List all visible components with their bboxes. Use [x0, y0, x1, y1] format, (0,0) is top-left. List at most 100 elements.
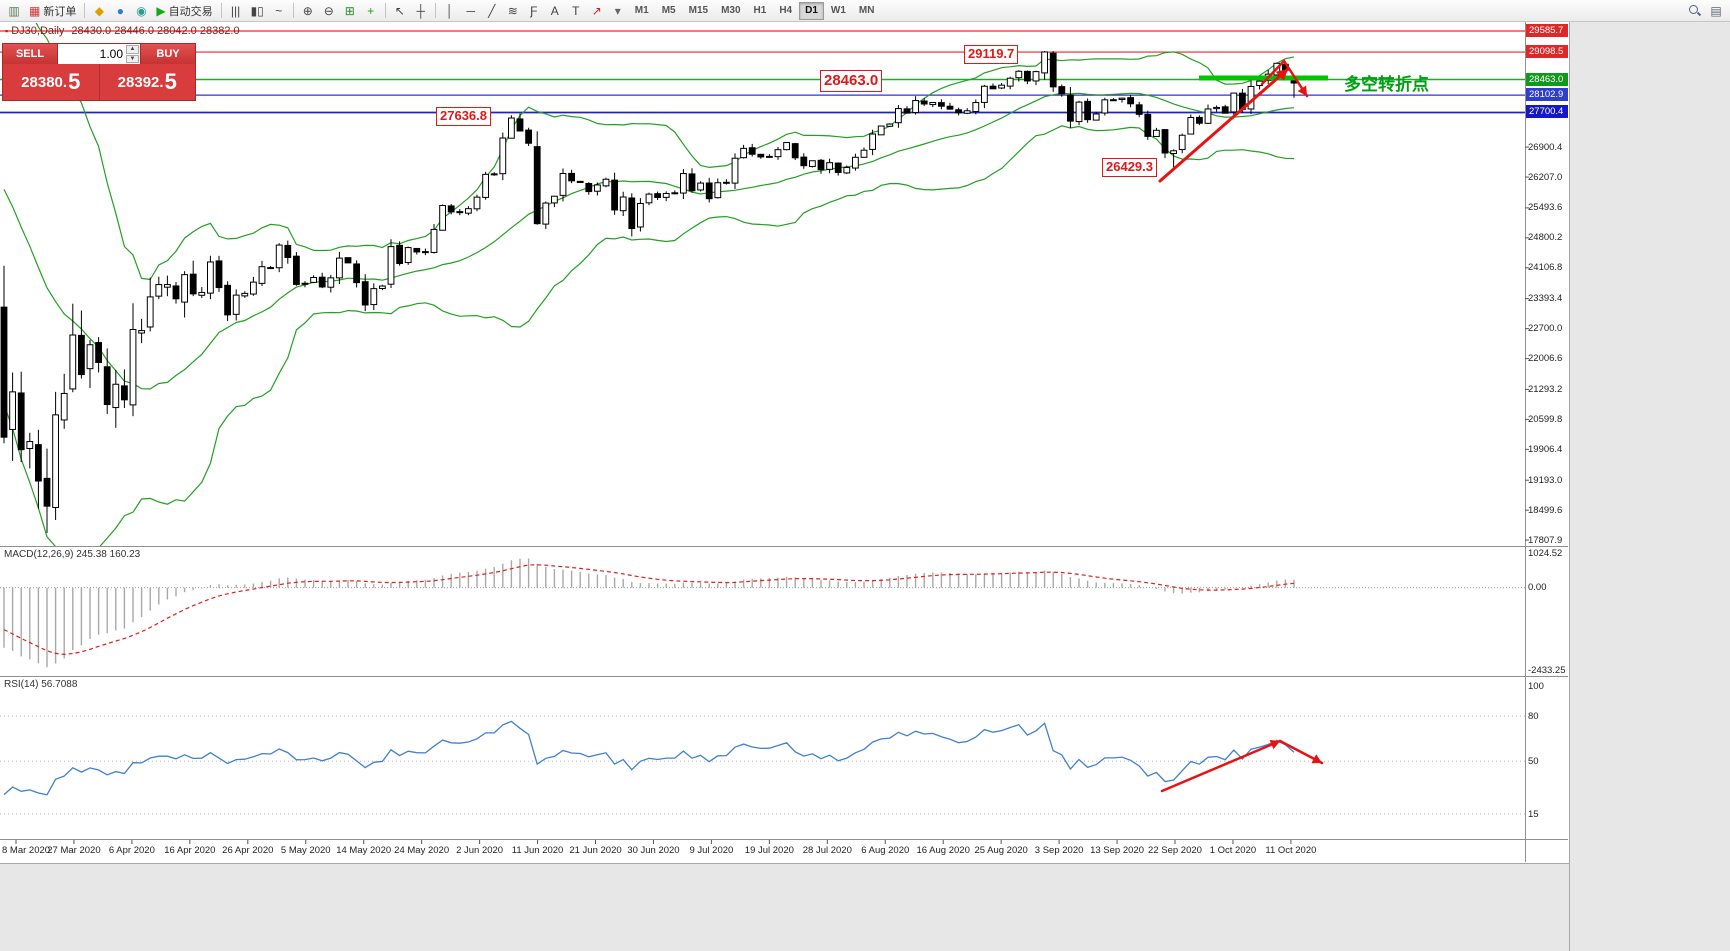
shapes-icon[interactable]: ↗ [591, 3, 602, 18]
macd-indicator-label: MACD(12,26,9) 245.38 160.23 [4, 549, 141, 560]
price-axis-label: 26207.0 [1528, 171, 1563, 183]
time-axis-label: 19 Jul 2020 [744, 845, 794, 856]
vertical-line-icon[interactable]: │ [446, 3, 454, 18]
price-axis-tag: 28102.9 [1526, 88, 1568, 102]
time-axis-label: 14 May 2020 [336, 845, 392, 856]
channel-icon[interactable]: ≋ [507, 3, 518, 18]
price-axis-tag: 27700.4 [1526, 105, 1568, 119]
time-axis-label: 16 Apr 2020 [164, 845, 216, 856]
price-axis[interactable]: 26900.4 26207.0 25493.6 24800.2 24106.8 23393… [1526, 0, 1568, 951]
zoom-in-icon[interactable]: ⊕ [302, 3, 313, 18]
volume-spinner[interactable]: ▲ ▼ [126, 45, 139, 63]
crosshair-icon[interactable]: ┼ [416, 3, 426, 18]
time-axis-label: 11 Jun 2020 [511, 845, 564, 856]
horizontal-line-icon[interactable]: ─ [466, 3, 476, 18]
price-axis-tag: 29098.5 [1526, 45, 1568, 59]
timeframe-button-H4[interactable]: H4 [779, 5, 793, 16]
time-axis-label: 11 Oct 2020 [1265, 845, 1317, 856]
market-icon[interactable]: ◆ [94, 3, 104, 18]
sell-button[interactable]: SELL [3, 44, 57, 64]
timeframe-button-W1[interactable]: W1 [830, 5, 846, 16]
time-axis-label: 3 Sep 2020 [1034, 845, 1084, 856]
time-axis-label: 16 Aug 2020 [916, 845, 970, 856]
timeframe-button-H1[interactable]: H1 [753, 5, 767, 16]
indicators-icon[interactable]: + [367, 3, 375, 18]
time-axis-label: 22 Sep 2020 [1148, 845, 1202, 856]
volume-down-icon[interactable]: ▼ [126, 54, 139, 63]
price-axis-label: 22700.0 [1528, 323, 1563, 335]
price-axis-label: 23393.4 [1528, 293, 1563, 305]
price-axis-label: 21293.2 [1528, 383, 1563, 395]
one-click-trading-panel: SELL 1.00 ▲ ▼ BUY 28380. 5 28392. 5 [2, 43, 196, 101]
time-axis-label: 6 Apr 2020 [108, 845, 155, 856]
price-axis-tag: 28463.0 [1526, 72, 1568, 86]
line-chart-icon[interactable]: ~ [275, 3, 283, 18]
autotrading-button[interactable]: ▶ 自动交易 [156, 3, 213, 18]
candlestick-chart-icon[interactable]: ▮▯ [250, 3, 264, 18]
time-axis-label: 27 Mar 2020 [47, 845, 101, 856]
volume-input[interactable]: 1.00 ▲ ▼ [57, 44, 141, 64]
time-axis-label: 1 Oct 2020 [1209, 845, 1257, 856]
price-axis-label: 17807.9 [1528, 534, 1563, 546]
volume-value: 1.00 [99, 47, 123, 61]
workspace-background-bottom [0, 863, 1569, 951]
toolbar: ▥ ▦ 新订单 ◆ ● ◉ ▶ 自动交易 ||| ▮▯ ~ ⊕ ⊖ ⊞ + ↖ ┼ │ ─ ╱ ≋ Ƒ A T ↗ ▾ M1 M5 M1… [0, 0, 1730, 22]
cursor-icon[interactable]: ↖ [394, 3, 405, 18]
chart-title: ▪ DJ30,Daily 28430.0 28446.0 28042.0 28382… [5, 25, 240, 37]
time-axis-label: 8 Mar 2020 [2, 845, 51, 856]
label-icon[interactable]: T [572, 3, 580, 18]
macd-axis-label: 0.00 [1528, 582, 1547, 594]
rsi-axis-label: 15 [1528, 808, 1539, 820]
dropdown-icon[interactable]: ▾ [614, 3, 621, 18]
time-axis-label: 9 Jul 2020 [689, 845, 734, 856]
symbol-period: DJ30,Daily [11, 25, 65, 37]
zoom-out-icon[interactable]: ⊖ [323, 3, 334, 18]
toolbar-separator [434, 3, 436, 18]
timeframe-button-M15[interactable]: M15 [688, 5, 709, 16]
profile-icon[interactable]: ● [116, 3, 124, 18]
ask-price[interactable]: 28392. 5 [98, 64, 195, 100]
annotation-text: 多空转折点 [1344, 75, 1429, 94]
symbol-marker-icon: ▪ [5, 26, 9, 36]
timeframe-button-M1[interactable]: M1 [634, 5, 649, 16]
bar-chart-icon[interactable]: ||| [230, 3, 241, 18]
time-axis-label: 13 Sep 2020 [1090, 845, 1144, 856]
price-axis-label: 24800.2 [1528, 232, 1563, 244]
trendline-icon[interactable]: ╱ [488, 3, 496, 18]
rsi-axis-label: 80 [1528, 710, 1539, 722]
time-axis-label: 24 May 2020 [394, 845, 450, 856]
price-label-box: 27636.8 [436, 107, 491, 126]
price-axis-label: 24106.8 [1528, 262, 1563, 274]
timeframe-button-M5[interactable]: M5 [661, 5, 676, 16]
time-axis-label: 26 Apr 2020 [222, 845, 274, 856]
fibonacci-icon[interactable]: Ƒ [530, 3, 538, 18]
price-axis-label: 19906.4 [1528, 443, 1563, 455]
price-label-box: 28463.0 [820, 70, 883, 92]
macd-axis-label: 1024.52 [1528, 547, 1563, 559]
price-axis-label: 22006.6 [1528, 353, 1563, 365]
search-icon[interactable] [1684, 2, 1705, 20]
rsi-indicator-label: RSI(14) 56.7088 [4, 679, 78, 690]
price-axis-label: 20599.8 [1528, 413, 1563, 425]
timeframe-button-D1[interactable]: D1 [799, 1, 824, 20]
new-window-icon[interactable]: ▤ [1710, 3, 1722, 18]
text-icon[interactable]: A [550, 3, 559, 18]
chart-window-icon[interactable]: ▥ [8, 3, 20, 18]
toolbar-separator [220, 3, 222, 18]
buy-button[interactable]: BUY [141, 44, 195, 64]
rsi-axis-label: 100 [1528, 680, 1544, 692]
workspace-background-right [1569, 22, 1730, 951]
time-axis[interactable]: 8 Mar 2020 27 Mar 2020 6 Apr 2020 16 Apr 20… [0, 840, 1568, 862]
bid-price[interactable]: 28380. 5 [3, 64, 99, 100]
timeframe-button-M30[interactable]: M30 [721, 5, 741, 16]
time-axis-label: 6 Aug 2020 [861, 845, 910, 856]
community-icon[interactable]: ◉ [136, 3, 147, 18]
tile-windows-icon[interactable]: ⊞ [344, 3, 355, 18]
new-order-button[interactable]: ▦ 新订单 [29, 3, 77, 18]
time-axis-label: 25 Aug 2020 [974, 845, 1028, 856]
volume-up-icon[interactable]: ▲ [126, 45, 139, 54]
price-axis-label: 26900.4 [1528, 141, 1563, 153]
time-axis-label: 28 Jul 2020 [802, 845, 852, 856]
timeframe-button-MN[interactable]: MN [858, 5, 875, 16]
